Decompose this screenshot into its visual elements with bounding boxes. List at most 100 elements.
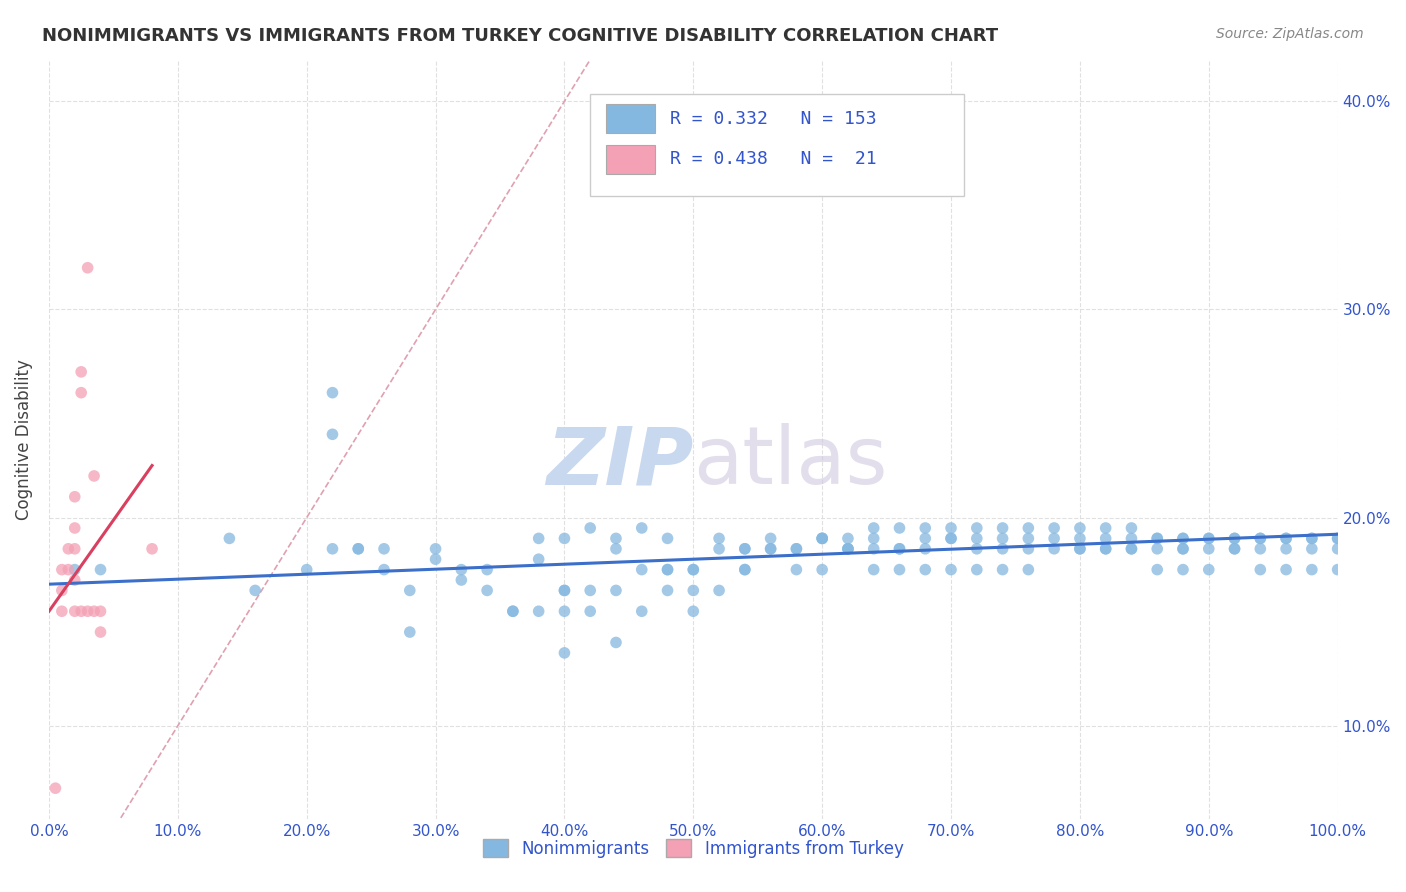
Point [425, 541, 447, 556]
Point [785, 541, 807, 556]
Y-axis label: Cognitive Disability: Cognitive Disability [15, 359, 32, 520]
Point [475, 563, 498, 577]
FancyBboxPatch shape [606, 104, 655, 133]
Point [295, 563, 318, 577]
Text: NONIMMIGRANTS VS IMMIGRANTS FROM TURKEY COGNITIVE DISABILITY CORRELATION CHART: NONIMMIGRANTS VS IMMIGRANTS FROM TURKEY … [42, 27, 998, 45]
Point [862, 563, 884, 577]
Point [734, 563, 756, 577]
Point [1121, 532, 1143, 546]
Point [51, 583, 73, 598]
Point [966, 521, 988, 535]
Point [862, 532, 884, 546]
Point [1223, 541, 1246, 556]
Point [83, 469, 105, 483]
Point [63, 541, 86, 556]
Point [1301, 532, 1323, 546]
Point [991, 541, 1014, 556]
Point [734, 563, 756, 577]
Point [70, 385, 93, 400]
Point [51, 604, 73, 618]
Point [889, 541, 911, 556]
Point [373, 563, 395, 577]
Point [1043, 532, 1066, 546]
Text: R = 0.332   N = 153: R = 0.332 N = 153 [671, 110, 877, 128]
Point [450, 573, 472, 587]
Point [939, 521, 962, 535]
Point [862, 541, 884, 556]
Point [682, 604, 704, 618]
Point [914, 521, 936, 535]
Point [1171, 541, 1194, 556]
Point [630, 563, 652, 577]
Point [63, 573, 86, 587]
Point [682, 563, 704, 577]
Point [657, 563, 679, 577]
Point [89, 625, 111, 640]
Point [553, 583, 575, 598]
Point [579, 521, 602, 535]
Point [1301, 532, 1323, 546]
Point [1069, 532, 1091, 546]
Point [1275, 563, 1298, 577]
Point [1121, 541, 1143, 556]
Point [939, 532, 962, 546]
Point [1121, 541, 1143, 556]
Point [553, 532, 575, 546]
Point [475, 583, 498, 598]
Point [1017, 521, 1039, 535]
Point [76, 604, 98, 618]
Point [759, 532, 782, 546]
Point [785, 563, 807, 577]
Point [425, 552, 447, 566]
Point [347, 541, 370, 556]
Point [141, 541, 163, 556]
Point [398, 625, 420, 640]
Point [1171, 541, 1194, 556]
Point [502, 604, 524, 618]
Point [759, 541, 782, 556]
Point [1223, 532, 1246, 546]
Point [58, 563, 80, 577]
Point [1198, 532, 1220, 546]
Point [63, 490, 86, 504]
Point [1171, 532, 1194, 546]
Point [89, 604, 111, 618]
Point [914, 541, 936, 556]
Point [707, 583, 730, 598]
Legend: Nonimmigrants, Immigrants from Turkey: Nonimmigrants, Immigrants from Turkey [477, 833, 910, 864]
Point [837, 541, 859, 556]
Point [914, 532, 936, 546]
Point [70, 365, 93, 379]
Point [837, 541, 859, 556]
Point [630, 604, 652, 618]
Point [1326, 541, 1348, 556]
Point [707, 532, 730, 546]
Point [707, 541, 730, 556]
Point [1043, 541, 1066, 556]
Point [527, 552, 550, 566]
Point [89, 563, 111, 577]
Point [58, 541, 80, 556]
Point [553, 583, 575, 598]
Point [605, 583, 627, 598]
Point [1275, 532, 1298, 546]
Point [44, 781, 66, 796]
Point [1146, 532, 1168, 546]
Point [939, 532, 962, 546]
Point [321, 385, 343, 400]
Point [51, 563, 73, 577]
Point [1301, 563, 1323, 577]
Point [734, 541, 756, 556]
Point [914, 563, 936, 577]
Point [1249, 532, 1271, 546]
Point [1326, 532, 1348, 546]
Point [939, 563, 962, 577]
Point [966, 563, 988, 577]
Point [1171, 563, 1194, 577]
Point [70, 604, 93, 618]
Point [553, 604, 575, 618]
Point [1146, 532, 1168, 546]
Point [1326, 532, 1348, 546]
Point [1223, 541, 1246, 556]
Point [1275, 541, 1298, 556]
